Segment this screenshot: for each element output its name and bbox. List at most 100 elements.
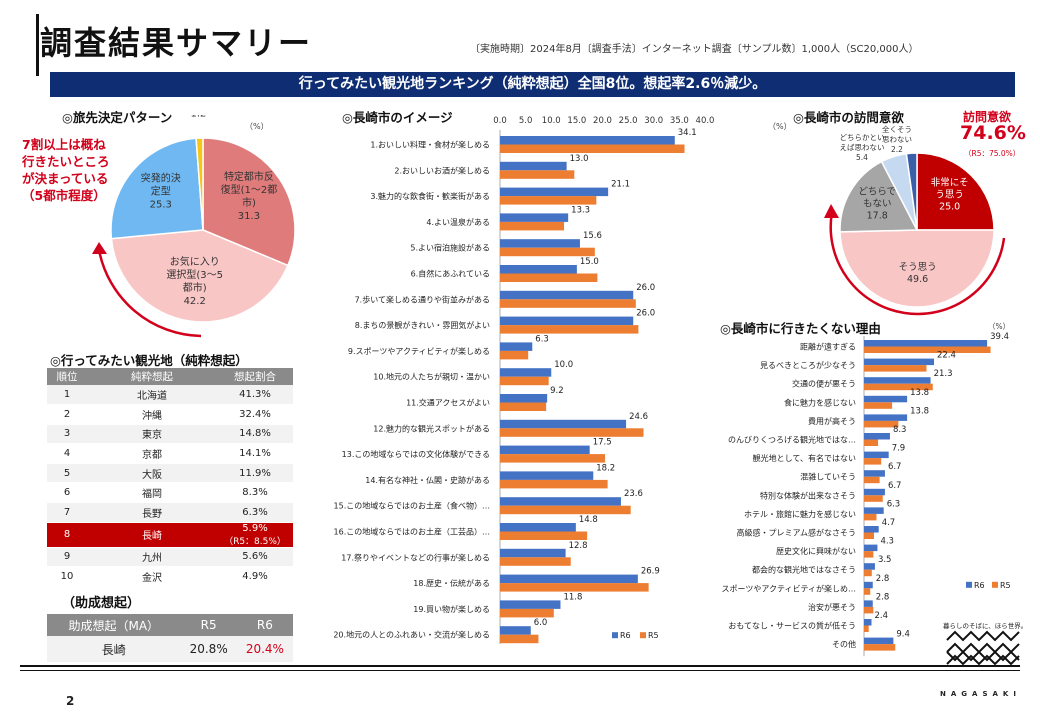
- category-label: 都会的な観光地ではなさそう: [752, 565, 856, 575]
- bar-r6: [500, 213, 569, 222]
- data-label: 23.6: [624, 489, 643, 499]
- bar-r6: [500, 136, 675, 145]
- bar-r6: [864, 470, 885, 477]
- pie-label: どちらかとい: [840, 133, 885, 142]
- ranking-title: ◎行ってみたい観光地（純粋想起）: [50, 353, 248, 368]
- bar-r6: [500, 342, 533, 351]
- bar-r5: [864, 495, 883, 502]
- bar-r6: [864, 581, 873, 589]
- bar-r6: [864, 544, 878, 552]
- pie-label: 特定都市反: [224, 170, 274, 183]
- pattern-unit: （%）: [245, 122, 269, 131]
- bar-r5: [864, 346, 991, 353]
- bar-r6: [500, 600, 561, 609]
- x-tick-label: 30.0: [644, 116, 663, 126]
- bar-r5: [500, 557, 571, 566]
- bar-r6: [864, 619, 872, 626]
- bar-r5: [500, 634, 539, 644]
- category-label: 6.自然にあふれている: [411, 269, 490, 279]
- data-label: 10.0: [554, 360, 573, 370]
- assist-col-label: 助成想起（MA）: [47, 614, 181, 636]
- pie-label: 非常にそ: [931, 176, 969, 188]
- bar-r5: [500, 402, 547, 411]
- name-cell: 長崎: [87, 522, 217, 548]
- bar-r6: [500, 523, 576, 532]
- pie-label: 市): [242, 196, 256, 209]
- legend-swatch: [992, 581, 998, 588]
- category-label: 4.よい温泉がある: [426, 217, 490, 227]
- bar-r6: [500, 548, 566, 558]
- name-cell: 大阪: [87, 463, 217, 484]
- legend-label: R6: [974, 581, 985, 590]
- bar-r5: [864, 458, 882, 465]
- bar-r5: [864, 365, 927, 372]
- category-label: 17.祭りやイベントなどの行事が楽しめる: [341, 552, 490, 562]
- rate-cell: 41.3%: [217, 385, 293, 406]
- visit-prev-rate: （R5：75.0%）: [964, 149, 1021, 158]
- visit-unit: （%）: [768, 122, 792, 131]
- rank-cell: 2: [47, 404, 87, 425]
- rank-cell: 9: [47, 547, 87, 568]
- bar-r6: [500, 290, 634, 300]
- category-label: 12.魅力的な観光スポットがある: [373, 423, 490, 433]
- bar-r5: [864, 644, 896, 651]
- rank-cell: 8: [47, 522, 87, 548]
- rank-cell: 6: [47, 482, 87, 504]
- category-label: 18.歴史・伝統がある: [413, 578, 490, 588]
- category-label: その他: [832, 639, 856, 649]
- bar-r5: [500, 608, 554, 618]
- x-tick-label: 15.0: [567, 116, 586, 126]
- pattern-note-line: 行きたいところ: [22, 154, 110, 169]
- bar-r5: [864, 513, 877, 521]
- data-label: 13.8: [910, 406, 929, 416]
- data-label: 26.9: [641, 567, 660, 577]
- pie-slice: [916, 152, 995, 231]
- bar-r6: [500, 394, 548, 403]
- name-cell: 沖縄: [87, 404, 217, 425]
- arrow-head-icon: [824, 204, 839, 218]
- bar-r5: [500, 376, 549, 386]
- table-row: 3 東京 14.8%: [47, 424, 293, 445]
- rate-prev-value: （R5：8.5%）: [224, 536, 286, 547]
- footer-rule: [20, 665, 1020, 667]
- rank-cell: 4: [47, 443, 87, 464]
- visit-rate: 74.6%: [960, 122, 1026, 144]
- bar-r5: [500, 454, 606, 463]
- bar-r5: [864, 420, 899, 428]
- brand-logo-icon: [946, 630, 1020, 666]
- category-label: 14.有名な神社・仏閣・史跡がある: [365, 475, 490, 485]
- pie-label: 1.2: [191, 115, 207, 120]
- data-label: 6.3: [535, 334, 549, 344]
- footer-rule: [20, 670, 1020, 671]
- category-label: 距離が遠すぎる: [800, 342, 856, 352]
- table-row: 7 長野 6.3%: [47, 502, 293, 523]
- pie-slice: [839, 229, 995, 308]
- legend-swatch: [640, 632, 646, 639]
- pie-label: お気に入り: [170, 255, 220, 268]
- bar-r5: [500, 273, 598, 282]
- pie-slice: [195, 137, 204, 231]
- category-label: 高級感・プレミアム感がなさそう: [737, 528, 856, 538]
- category-label: のんびりくつろげる観光地ではな…: [728, 435, 856, 445]
- rate-cell: 5.6%: [217, 547, 293, 568]
- bar-r5: [864, 551, 874, 558]
- pie-label: う思う: [935, 189, 964, 200]
- bar-r5: [500, 221, 565, 231]
- bar-r6: [500, 316, 634, 326]
- data-label: 4.3: [880, 537, 894, 547]
- category-label: 5.よい宿泊施設がある: [410, 243, 490, 253]
- bar-r5: [864, 569, 872, 577]
- name-cell: 北海道: [87, 385, 217, 406]
- bar-r5: [500, 531, 588, 540]
- data-label: 6.7: [888, 481, 902, 491]
- rate-cell: 14.8%: [217, 424, 293, 445]
- data-label: 2.8: [876, 574, 890, 584]
- pie-slice: [110, 229, 289, 323]
- bar-r6: [500, 497, 621, 506]
- category-label: 見るべきところが少なそう: [760, 360, 856, 370]
- bar-r5: [500, 247, 595, 257]
- category-label: おもてなし・サービスの質が低そう: [728, 621, 856, 631]
- arrow-head-icon: [92, 242, 107, 254]
- data-label: 34.1: [678, 128, 697, 138]
- bar-r6: [864, 340, 988, 347]
